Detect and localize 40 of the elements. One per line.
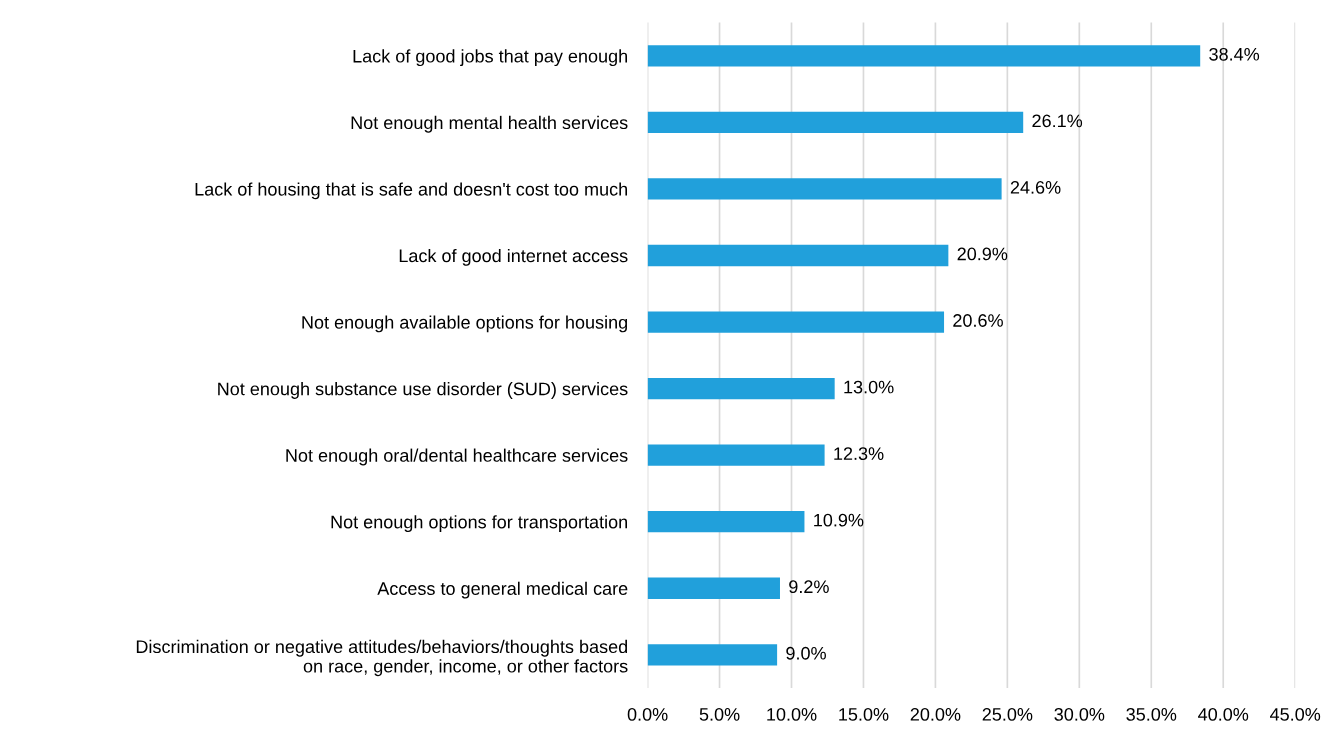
x-tick-label: 15.0% <box>839 708 889 721</box>
bar <box>647 111 1024 134</box>
y-tick-label: Not enough available options for housing <box>302 315 628 333</box>
y-tick-label: Discrimination or negative attitudes/behaviors/thoughts based on race, gender, income, or other factors <box>136 639 628 677</box>
x-tick-label: 45.0% <box>1270 708 1321 721</box>
bar <box>647 178 1002 200</box>
data-label: 10.9% <box>814 513 864 527</box>
y-tick-label: Lack of housing that is safe and doesn't cost too much <box>195 182 628 200</box>
y-tick-label: Not enough options for transportation <box>331 515 627 532</box>
bar <box>647 311 945 333</box>
bar <box>647 644 778 666</box>
y-tick-label: Not enough substance use disorder (SUD) services <box>218 382 628 399</box>
data-label: 20.9% <box>957 247 1008 261</box>
x-tick-label: 30.0% <box>1054 708 1105 721</box>
data-label: 20.6% <box>953 314 1003 327</box>
y-tick-label: Lack of good jobs that pay enough <box>353 49 627 67</box>
bar <box>647 45 1201 67</box>
y-tick-label: Not enough mental health services <box>351 115 628 133</box>
data-label: 9.2% <box>789 580 829 594</box>
bar <box>647 577 780 599</box>
x-tick-label: 5.0% <box>699 708 740 721</box>
y-tick-label: Access to general medical care <box>377 581 628 599</box>
data-label: 13.0% <box>844 380 894 394</box>
x-tick-label: 10.0% <box>767 708 817 721</box>
bar <box>647 244 949 267</box>
x-tick-label: 40.0% <box>1198 708 1249 721</box>
x-tick-label: 20.0% <box>910 708 961 721</box>
x-tick-label: 25.0% <box>982 708 1033 721</box>
data-label: 9.0% <box>786 646 826 660</box>
y-tick-label: Not enough oral/dental healthcare services <box>286 448 628 466</box>
x-tick-label: 0.0% <box>627 708 668 721</box>
bar <box>647 511 805 533</box>
x-tick-label: 35.0% <box>1126 708 1177 721</box>
data-label: 26.1% <box>1032 114 1083 128</box>
data-label: 24.6% <box>1010 181 1061 194</box>
bar <box>647 444 825 466</box>
data-label: 38.4% <box>1209 47 1260 61</box>
bar <box>647 377 835 400</box>
y-tick-label: Lack of good internet access <box>399 248 628 266</box>
data-label: 12.3% <box>834 447 884 460</box>
